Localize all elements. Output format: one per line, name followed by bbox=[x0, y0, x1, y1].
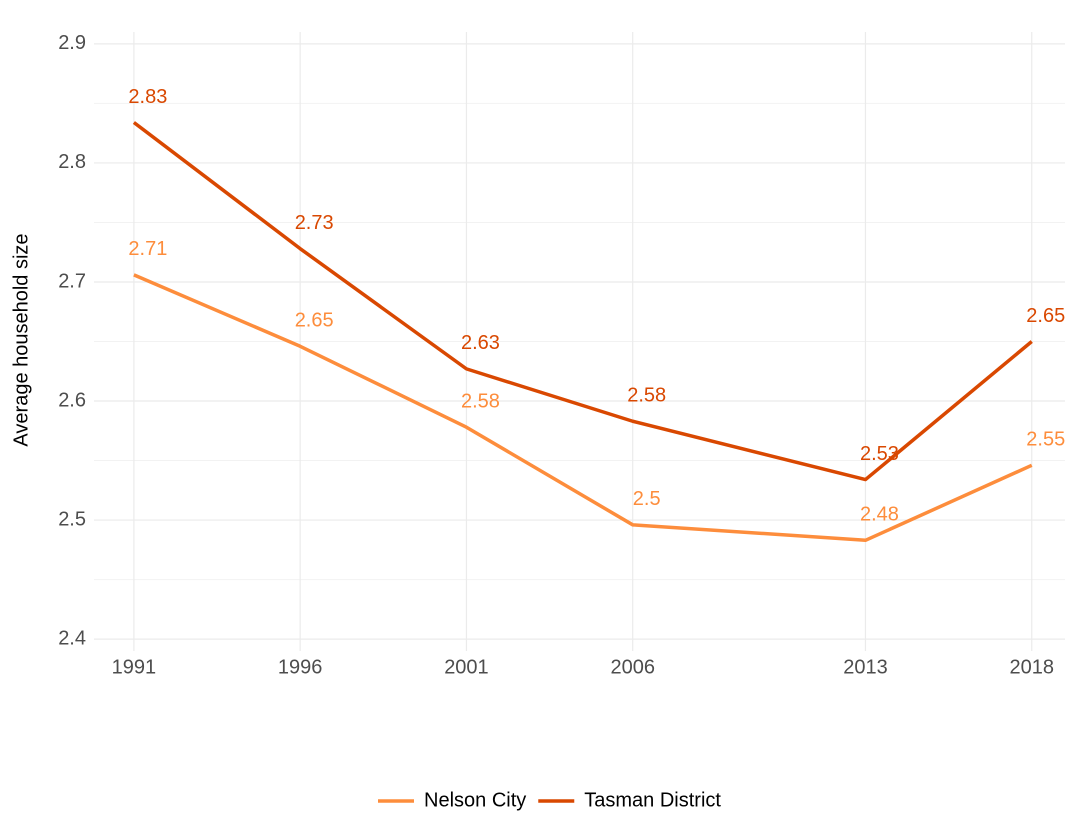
y-tick-label: 2.5 bbox=[58, 508, 86, 530]
y-tick-label: 2.9 bbox=[58, 32, 86, 54]
data-label: 2.58 bbox=[627, 385, 666, 407]
x-tick-label: 1991 bbox=[112, 656, 157, 678]
data-label: 2.73 bbox=[295, 212, 334, 234]
data-label: 2.5 bbox=[633, 488, 661, 510]
x-tick-label: 1996 bbox=[278, 656, 323, 678]
data-label: 2.83 bbox=[128, 86, 167, 108]
x-tick-label: 2018 bbox=[1009, 656, 1054, 678]
y-tick-label: 2.8 bbox=[58, 151, 86, 173]
legend-label: Tasman District bbox=[584, 789, 721, 811]
x-tick-label: 2001 bbox=[444, 656, 489, 678]
y-tick-label: 2.7 bbox=[58, 270, 86, 292]
legend-label: Nelson City bbox=[424, 789, 526, 811]
x-tick-label: 2006 bbox=[610, 656, 655, 678]
x-tick-label: 2013 bbox=[843, 656, 888, 678]
data-label: 2.55 bbox=[1026, 429, 1065, 451]
data-label: 2.58 bbox=[461, 390, 500, 412]
data-label: 2.65 bbox=[295, 310, 334, 332]
line bbox=[133, 273, 1033, 543]
line bbox=[132, 121, 1033, 482]
y-tick-label: 2.4 bbox=[58, 627, 86, 649]
data-label: 2.53 bbox=[860, 443, 899, 465]
data-label: 2.48 bbox=[860, 504, 899, 526]
y-tick-label: 2.6 bbox=[58, 389, 86, 411]
data-label: 2.65 bbox=[1026, 305, 1065, 327]
y-axis-label: Average household size bbox=[10, 233, 32, 446]
data-label: 2.63 bbox=[461, 332, 500, 354]
data-label: 2.71 bbox=[128, 238, 167, 260]
